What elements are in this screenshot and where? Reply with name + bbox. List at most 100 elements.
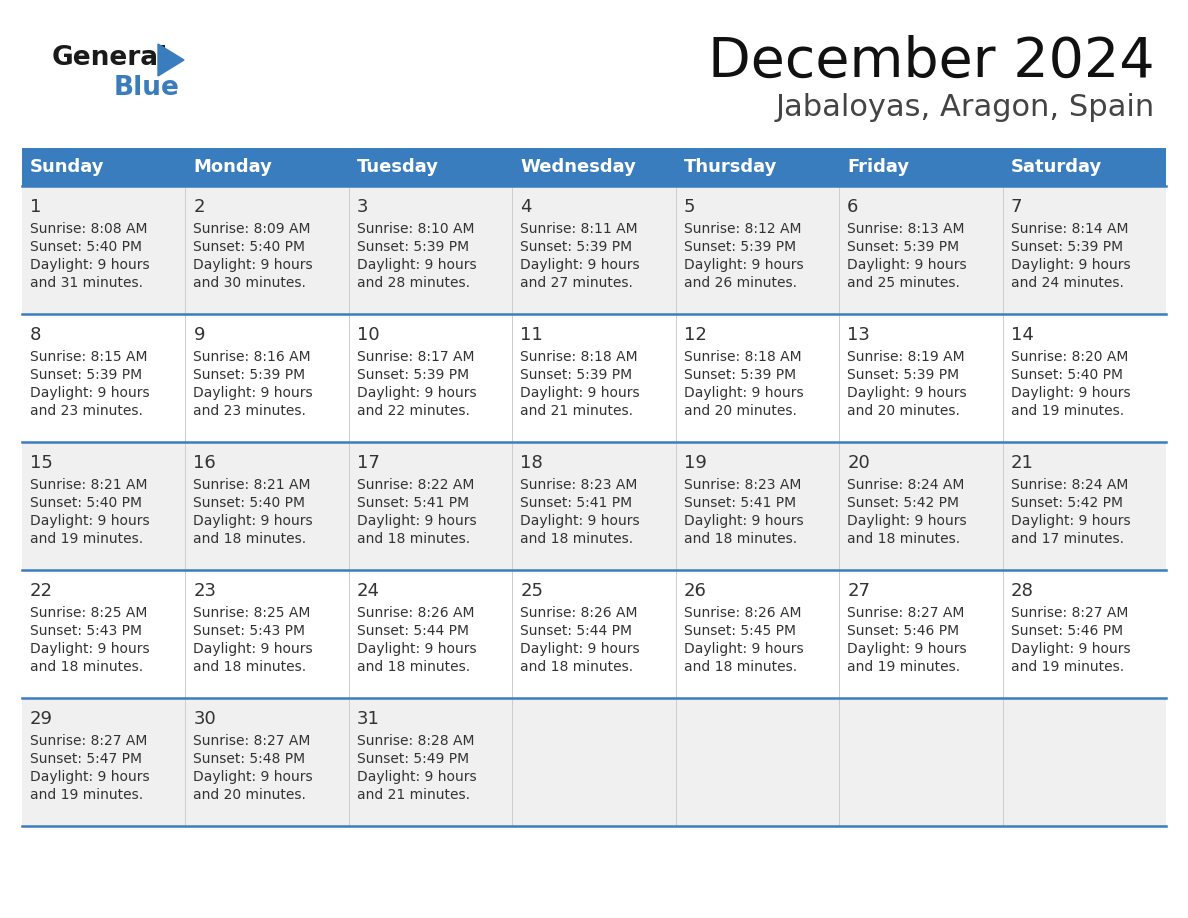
FancyBboxPatch shape	[512, 570, 676, 698]
Text: and 31 minutes.: and 31 minutes.	[30, 276, 143, 290]
Text: Sunrise: 8:27 AM: Sunrise: 8:27 AM	[30, 734, 147, 748]
Text: Sunset: 5:42 PM: Sunset: 5:42 PM	[1011, 496, 1123, 510]
FancyBboxPatch shape	[676, 570, 839, 698]
Text: Sunset: 5:39 PM: Sunset: 5:39 PM	[520, 368, 632, 382]
Text: Sunrise: 8:24 AM: Sunrise: 8:24 AM	[1011, 478, 1127, 492]
Text: 14: 14	[1011, 326, 1034, 344]
Text: Monday: Monday	[194, 158, 272, 176]
Text: and 17 minutes.: and 17 minutes.	[1011, 532, 1124, 546]
Text: Sunday: Sunday	[30, 158, 105, 176]
Text: 27: 27	[847, 582, 870, 600]
Text: Daylight: 9 hours: Daylight: 9 hours	[30, 770, 150, 784]
Text: Sunset: 5:39 PM: Sunset: 5:39 PM	[684, 240, 796, 254]
Text: and 18 minutes.: and 18 minutes.	[194, 660, 307, 674]
FancyBboxPatch shape	[23, 186, 185, 314]
Text: Sunrise: 8:21 AM: Sunrise: 8:21 AM	[30, 478, 147, 492]
Text: Sunrise: 8:23 AM: Sunrise: 8:23 AM	[684, 478, 801, 492]
Text: and 18 minutes.: and 18 minutes.	[684, 660, 797, 674]
FancyBboxPatch shape	[1003, 442, 1165, 570]
Text: Sunrise: 8:24 AM: Sunrise: 8:24 AM	[847, 478, 965, 492]
Text: Daylight: 9 hours: Daylight: 9 hours	[684, 642, 803, 656]
Text: General: General	[52, 45, 169, 71]
Text: Daylight: 9 hours: Daylight: 9 hours	[684, 514, 803, 528]
FancyBboxPatch shape	[1003, 186, 1165, 314]
Text: and 19 minutes.: and 19 minutes.	[1011, 404, 1124, 418]
Text: and 18 minutes.: and 18 minutes.	[356, 660, 470, 674]
Text: Wednesday: Wednesday	[520, 158, 636, 176]
FancyBboxPatch shape	[185, 698, 349, 826]
Text: Sunrise: 8:22 AM: Sunrise: 8:22 AM	[356, 478, 474, 492]
Text: Sunset: 5:41 PM: Sunset: 5:41 PM	[356, 496, 469, 510]
Text: and 18 minutes.: and 18 minutes.	[30, 660, 143, 674]
FancyBboxPatch shape	[1003, 698, 1165, 826]
FancyBboxPatch shape	[185, 186, 349, 314]
FancyBboxPatch shape	[512, 186, 676, 314]
FancyBboxPatch shape	[23, 570, 185, 698]
Text: Sunrise: 8:18 AM: Sunrise: 8:18 AM	[684, 350, 802, 364]
Text: Sunrise: 8:27 AM: Sunrise: 8:27 AM	[847, 606, 965, 620]
FancyBboxPatch shape	[839, 442, 1003, 570]
Text: and 27 minutes.: and 27 minutes.	[520, 276, 633, 290]
Text: Sunset: 5:40 PM: Sunset: 5:40 PM	[194, 240, 305, 254]
Text: and 26 minutes.: and 26 minutes.	[684, 276, 797, 290]
FancyBboxPatch shape	[839, 314, 1003, 442]
Text: 23: 23	[194, 582, 216, 600]
FancyBboxPatch shape	[512, 314, 676, 442]
Text: 10: 10	[356, 326, 379, 344]
Text: and 24 minutes.: and 24 minutes.	[1011, 276, 1124, 290]
FancyBboxPatch shape	[23, 442, 185, 570]
Text: Sunrise: 8:20 AM: Sunrise: 8:20 AM	[1011, 350, 1127, 364]
Text: Sunset: 5:39 PM: Sunset: 5:39 PM	[684, 368, 796, 382]
Text: Sunrise: 8:27 AM: Sunrise: 8:27 AM	[194, 734, 311, 748]
Text: and 20 minutes.: and 20 minutes.	[684, 404, 797, 418]
Text: Daylight: 9 hours: Daylight: 9 hours	[356, 258, 476, 272]
Text: Daylight: 9 hours: Daylight: 9 hours	[356, 514, 476, 528]
Text: Daylight: 9 hours: Daylight: 9 hours	[356, 386, 476, 400]
Text: and 22 minutes.: and 22 minutes.	[356, 404, 469, 418]
Text: Sunrise: 8:26 AM: Sunrise: 8:26 AM	[356, 606, 474, 620]
Text: Sunrise: 8:26 AM: Sunrise: 8:26 AM	[520, 606, 638, 620]
Text: 19: 19	[684, 454, 707, 472]
Text: 28: 28	[1011, 582, 1034, 600]
Text: Sunset: 5:39 PM: Sunset: 5:39 PM	[520, 240, 632, 254]
Text: 21: 21	[1011, 454, 1034, 472]
Text: Sunrise: 8:14 AM: Sunrise: 8:14 AM	[1011, 222, 1129, 236]
Text: Sunset: 5:41 PM: Sunset: 5:41 PM	[684, 496, 796, 510]
Text: Daylight: 9 hours: Daylight: 9 hours	[1011, 514, 1130, 528]
Text: Sunrise: 8:17 AM: Sunrise: 8:17 AM	[356, 350, 474, 364]
FancyBboxPatch shape	[512, 698, 676, 826]
Text: Sunrise: 8:18 AM: Sunrise: 8:18 AM	[520, 350, 638, 364]
Text: Daylight: 9 hours: Daylight: 9 hours	[30, 642, 150, 656]
Text: and 19 minutes.: and 19 minutes.	[30, 532, 143, 546]
Text: Daylight: 9 hours: Daylight: 9 hours	[684, 386, 803, 400]
FancyBboxPatch shape	[23, 314, 185, 442]
Text: Sunrise: 8:25 AM: Sunrise: 8:25 AM	[194, 606, 311, 620]
Text: 3: 3	[356, 198, 368, 216]
Text: Sunset: 5:39 PM: Sunset: 5:39 PM	[356, 368, 469, 382]
FancyBboxPatch shape	[676, 186, 839, 314]
FancyBboxPatch shape	[23, 148, 1165, 186]
Text: Daylight: 9 hours: Daylight: 9 hours	[520, 514, 640, 528]
Text: Daylight: 9 hours: Daylight: 9 hours	[1011, 642, 1130, 656]
Text: 12: 12	[684, 326, 707, 344]
Text: and 21 minutes.: and 21 minutes.	[520, 404, 633, 418]
Text: Sunrise: 8:10 AM: Sunrise: 8:10 AM	[356, 222, 474, 236]
Text: 1: 1	[30, 198, 42, 216]
Text: Sunset: 5:46 PM: Sunset: 5:46 PM	[1011, 624, 1123, 638]
Text: Sunrise: 8:25 AM: Sunrise: 8:25 AM	[30, 606, 147, 620]
FancyBboxPatch shape	[839, 186, 1003, 314]
Text: 2: 2	[194, 198, 204, 216]
Text: 31: 31	[356, 710, 380, 728]
Text: 8: 8	[30, 326, 42, 344]
Text: 15: 15	[30, 454, 53, 472]
Text: 16: 16	[194, 454, 216, 472]
Text: Sunset: 5:40 PM: Sunset: 5:40 PM	[1011, 368, 1123, 382]
FancyBboxPatch shape	[349, 442, 512, 570]
Text: Sunset: 5:44 PM: Sunset: 5:44 PM	[356, 624, 469, 638]
Polygon shape	[158, 44, 184, 76]
Text: 13: 13	[847, 326, 870, 344]
Text: and 23 minutes.: and 23 minutes.	[30, 404, 143, 418]
Text: Sunset: 5:44 PM: Sunset: 5:44 PM	[520, 624, 632, 638]
Text: Thursday: Thursday	[684, 158, 777, 176]
Text: 20: 20	[847, 454, 870, 472]
